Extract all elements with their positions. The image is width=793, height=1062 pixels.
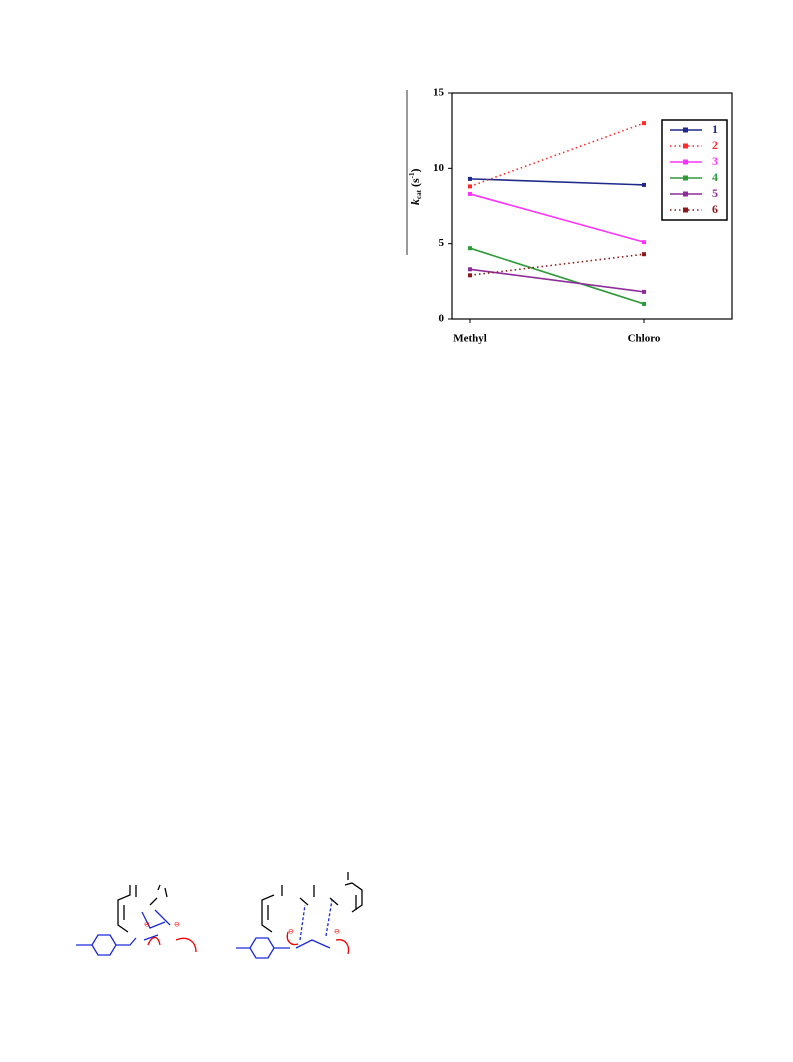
point-marker [642,182,646,187]
point-marker [468,246,472,251]
x-tick-label: Methyl [453,333,487,345]
point-marker [642,121,646,126]
legend-marker [683,207,688,213]
point-marker [642,240,646,245]
y-tick-label: 15 [433,87,445,99]
legend-label: 5 [712,186,718,200]
svg-text:⊖: ⊖ [288,928,294,936]
legend-label: 4 [712,170,718,184]
y-label-superscript: -1 [408,172,416,178]
x-tick-label: Chloro [628,333,661,345]
legend-box [661,119,728,221]
point-marker [468,267,472,272]
y-label-close: ) [408,169,422,173]
y-tick-label: 5 [439,237,445,249]
series-line [469,122,645,188]
point-marker [468,176,472,181]
legend-label: 1 [712,122,718,136]
point-marker [468,273,472,278]
svg-text:⊖: ⊖ [174,921,180,929]
point-marker [468,191,472,196]
legend-label: 6 [712,202,718,216]
point-marker [642,289,646,294]
legend-marker [683,127,688,133]
plot-frame [451,92,733,320]
y-tick-label: 0 [439,313,445,325]
legend-marker [683,159,688,165]
series-line [469,247,645,305]
y-label-subscript: cat [415,189,423,199]
structures: ⊖ ⊖ ⊖ ⊖ [76,872,363,959]
svg-text:⊖: ⊖ [144,921,150,929]
series-line [469,268,645,293]
point-marker [468,184,472,189]
series-line [469,193,645,243]
y-label-symbol: k [408,199,422,205]
svg-text:⊖: ⊖ [334,928,340,936]
y-tick-label: 10 [433,162,445,174]
legend-marker [683,143,688,149]
point-marker [642,301,646,306]
legend-label: 3 [712,154,718,168]
legend-marker [683,175,688,181]
legend-marker [683,191,688,197]
series-line [469,178,645,186]
y-label-unit: (s [408,178,422,187]
y-axis-label: kcat (s-1) [408,169,423,205]
legend-label: 2 [712,138,718,152]
point-marker [642,252,646,257]
